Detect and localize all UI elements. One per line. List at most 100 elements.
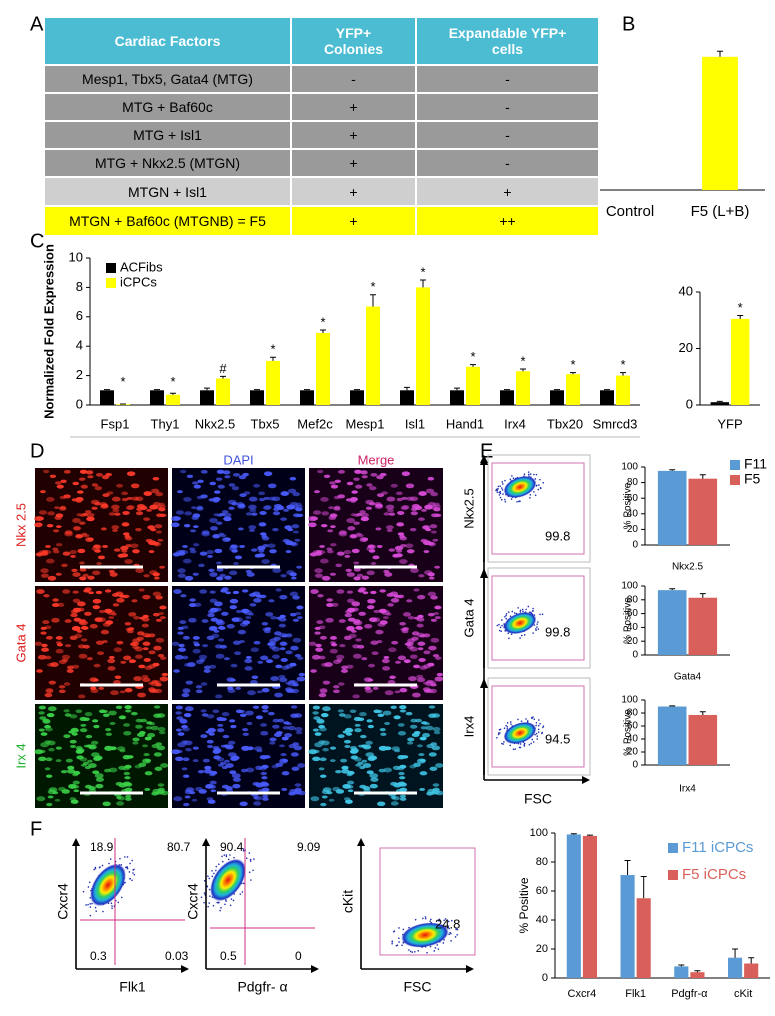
nucleus bbox=[179, 620, 187, 625]
nucleus bbox=[353, 576, 361, 581]
event-dot bbox=[128, 871, 131, 873]
nucleus bbox=[356, 573, 364, 578]
nucleus bbox=[130, 483, 140, 489]
nucleus bbox=[245, 616, 252, 620]
event-dot bbox=[506, 726, 509, 728]
nucleus bbox=[76, 629, 83, 633]
event-dot bbox=[536, 623, 538, 625]
event-dot bbox=[501, 489, 504, 491]
table-row: MTG + Nkx2.5 (MTGN) + - bbox=[45, 149, 600, 178]
nucleus bbox=[121, 594, 129, 599]
event-dot bbox=[532, 716, 534, 718]
nucleus bbox=[202, 758, 210, 763]
nucleus bbox=[315, 643, 322, 648]
table-cell: - bbox=[416, 149, 600, 178]
nucleus bbox=[348, 633, 357, 639]
row-label: Nkx 2.5 bbox=[13, 503, 28, 547]
nucleus bbox=[285, 550, 292, 554]
x-tick-label: Flk1 bbox=[625, 988, 646, 1000]
nucleus bbox=[122, 755, 131, 760]
event-dot bbox=[208, 877, 211, 880]
event-dot bbox=[532, 632, 534, 634]
event-dot bbox=[111, 907, 113, 910]
nucleus bbox=[48, 787, 58, 793]
event-dot bbox=[402, 928, 405, 931]
nucleus bbox=[320, 774, 327, 778]
nucleus bbox=[287, 488, 297, 494]
nucleus bbox=[206, 797, 214, 801]
nucleus bbox=[262, 797, 269, 801]
nucleus bbox=[280, 517, 287, 521]
nucleus bbox=[70, 554, 76, 558]
nucleus bbox=[34, 641, 43, 646]
nucleus bbox=[262, 794, 269, 799]
nucleus bbox=[295, 730, 303, 735]
nucleus bbox=[180, 594, 187, 598]
event-dot bbox=[215, 869, 217, 872]
nucleus bbox=[213, 747, 222, 753]
nucleus bbox=[132, 737, 140, 742]
nucleus bbox=[284, 733, 293, 738]
nucleus bbox=[86, 516, 95, 522]
event-dot bbox=[497, 485, 500, 488]
nucleus bbox=[37, 654, 47, 660]
nucleus bbox=[329, 481, 336, 485]
nucleus bbox=[401, 471, 411, 477]
nucleus bbox=[361, 537, 369, 541]
event-dot bbox=[232, 899, 235, 902]
nucleus bbox=[36, 589, 45, 594]
nucleus bbox=[370, 562, 377, 565]
event-dot bbox=[509, 478, 512, 481]
y-tick-label: 0 bbox=[632, 540, 638, 551]
event-dot bbox=[224, 903, 226, 906]
nucleus bbox=[73, 789, 80, 793]
nucleus bbox=[433, 730, 441, 735]
error-bar bbox=[640, 876, 647, 899]
nucleus bbox=[367, 756, 376, 761]
nucleus bbox=[241, 589, 249, 593]
event-dot bbox=[456, 934, 458, 936]
nucleus bbox=[427, 662, 435, 667]
nucleus bbox=[279, 641, 288, 646]
nucleus bbox=[432, 653, 440, 658]
nucleus bbox=[66, 768, 76, 774]
nucleus bbox=[72, 785, 80, 789]
table-row: MTG + Baf60c + - bbox=[45, 93, 600, 122]
nucleus bbox=[124, 688, 133, 693]
event-dot bbox=[504, 616, 506, 618]
nucleus bbox=[333, 689, 340, 694]
event-dot bbox=[535, 721, 538, 724]
event-dot bbox=[527, 473, 530, 476]
nucleus bbox=[153, 705, 161, 709]
nucleus bbox=[124, 534, 131, 539]
nucleus bbox=[72, 518, 81, 524]
y-tick-label: 60 bbox=[536, 885, 548, 897]
nucleus bbox=[394, 660, 401, 664]
nucleus bbox=[143, 657, 151, 662]
nucleus bbox=[321, 575, 331, 581]
nucleus bbox=[294, 783, 302, 787]
nucleus bbox=[268, 599, 275, 603]
event-dot bbox=[533, 491, 535, 493]
nucleus bbox=[289, 662, 297, 667]
nucleus bbox=[308, 641, 317, 646]
event-dot bbox=[523, 742, 526, 745]
nucleus bbox=[77, 601, 86, 607]
header-cell: Cardiac Factors bbox=[45, 18, 292, 66]
nucleus bbox=[125, 709, 132, 713]
nucleus bbox=[431, 513, 439, 518]
event-dot bbox=[207, 875, 209, 878]
nucleus bbox=[230, 756, 239, 761]
nucleus bbox=[58, 685, 66, 689]
nucleus bbox=[59, 505, 66, 509]
nucleus bbox=[183, 713, 192, 718]
nucleus bbox=[260, 655, 269, 661]
nucleus bbox=[111, 612, 117, 616]
event-dot bbox=[497, 487, 499, 490]
nucleus bbox=[402, 612, 412, 617]
event-dot bbox=[502, 493, 504, 495]
nucleus bbox=[370, 640, 379, 645]
event-dot bbox=[499, 626, 502, 629]
nucleus bbox=[113, 679, 121, 685]
nucleus bbox=[250, 679, 258, 685]
